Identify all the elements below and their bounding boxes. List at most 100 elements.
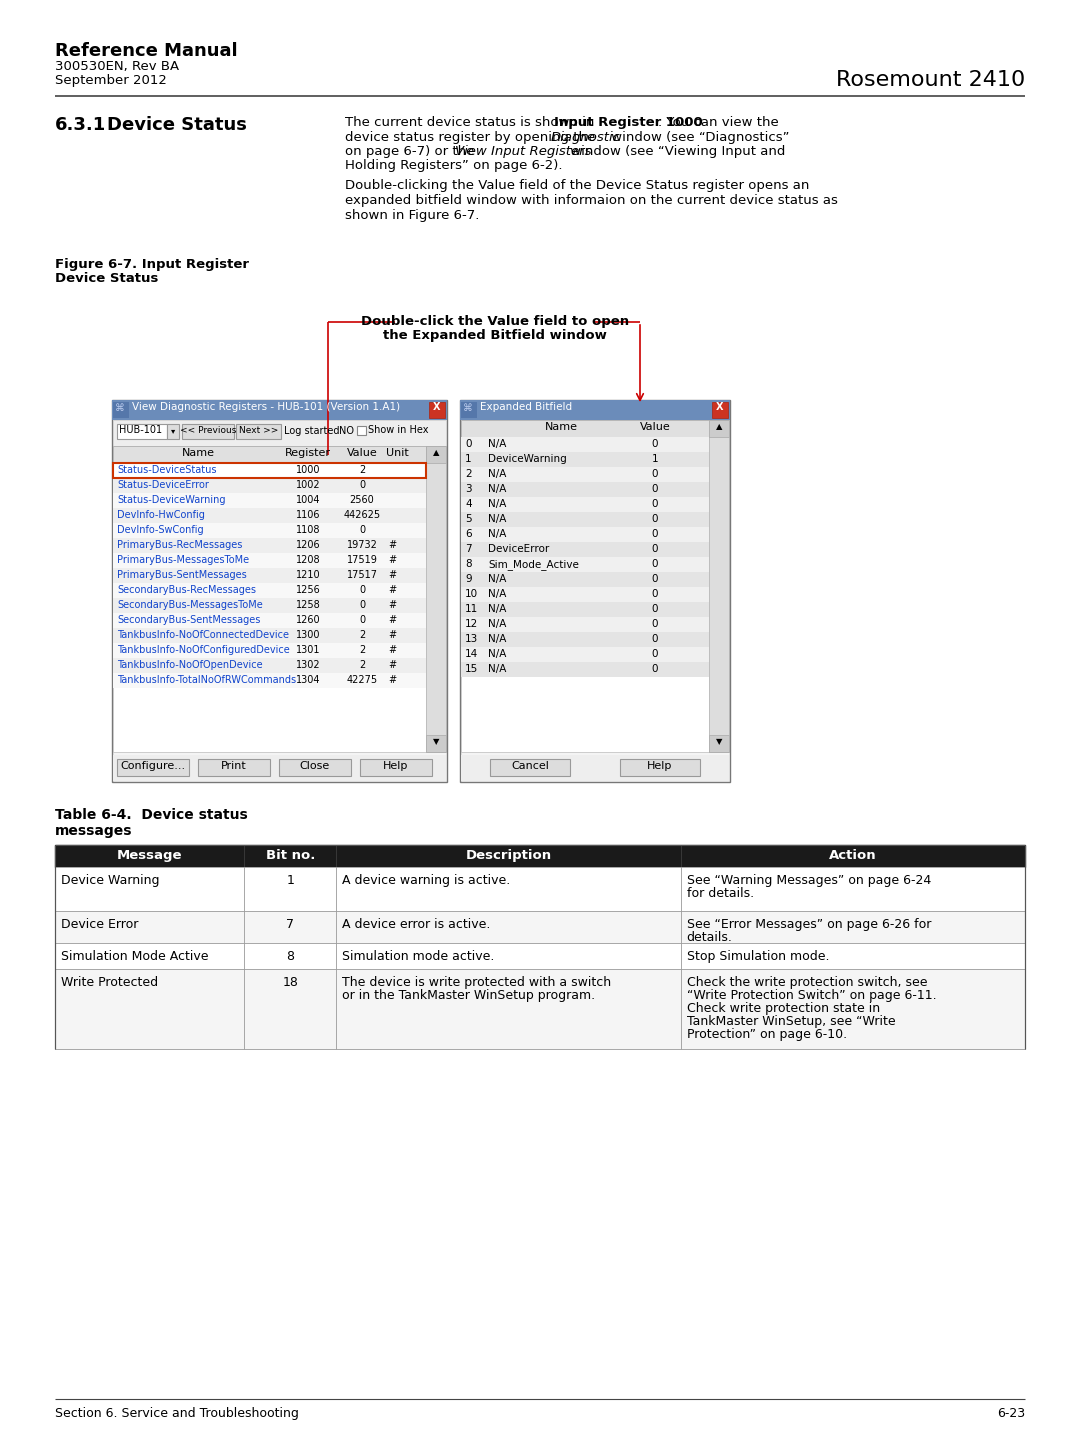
- Text: N/A: N/A: [488, 499, 507, 509]
- Text: N/A: N/A: [488, 650, 507, 660]
- Text: 0: 0: [651, 438, 658, 448]
- Bar: [113, 642, 426, 658]
- Text: 442625: 442625: [343, 510, 380, 520]
- Text: 0: 0: [359, 601, 365, 609]
- Text: 0: 0: [651, 545, 658, 555]
- Text: 0: 0: [359, 585, 365, 595]
- Bar: [461, 632, 708, 647]
- Bar: [117, 759, 189, 776]
- Text: #: #: [388, 675, 396, 685]
- Text: Check write protection state in: Check write protection state in: [687, 1002, 880, 1015]
- Text: Value: Value: [347, 448, 377, 458]
- Text: 300530EN, Rev BA: 300530EN, Rev BA: [55, 60, 179, 73]
- Bar: [490, 759, 570, 776]
- Text: ▲: ▲: [716, 422, 723, 431]
- Bar: [461, 558, 708, 572]
- Text: Double-clicking the Value field of the Device Status register opens an: Double-clicking the Value field of the D…: [345, 180, 809, 193]
- Bar: [112, 399, 447, 420]
- Text: N/A: N/A: [488, 604, 507, 614]
- Text: View Input Registers: View Input Registers: [455, 145, 592, 158]
- Text: 1304: 1304: [296, 675, 321, 685]
- Text: X: X: [433, 402, 441, 412]
- Text: #: #: [388, 570, 396, 581]
- Bar: [113, 583, 426, 598]
- Text: 1000: 1000: [296, 466, 321, 476]
- Text: Table 6-4.  Device status: Table 6-4. Device status: [55, 808, 247, 822]
- Bar: [712, 402, 728, 418]
- Text: DeviceError: DeviceError: [488, 545, 550, 555]
- Text: 14: 14: [465, 650, 478, 660]
- Text: “Write Protection Switch” on page 6-11.: “Write Protection Switch” on page 6-11.: [687, 989, 936, 1002]
- Text: 1300: 1300: [296, 629, 321, 639]
- Text: PrimaryBus-RecMessages: PrimaryBus-RecMessages: [117, 540, 242, 550]
- Bar: [55, 943, 1025, 969]
- Text: 9: 9: [465, 573, 472, 583]
- Text: 0: 0: [651, 573, 658, 583]
- Text: 0: 0: [651, 619, 658, 629]
- Text: N/A: N/A: [488, 664, 507, 674]
- Bar: [167, 424, 179, 438]
- Bar: [113, 598, 426, 614]
- Text: ▾: ▾: [171, 425, 175, 435]
- Text: 0: 0: [651, 604, 658, 614]
- Text: Log started: Log started: [284, 425, 339, 435]
- Text: Name: Name: [181, 448, 215, 458]
- Text: ⌘: ⌘: [114, 402, 125, 412]
- Bar: [113, 493, 426, 509]
- Bar: [620, 759, 700, 776]
- Bar: [461, 586, 708, 602]
- Text: See “Error Messages” on page 6-26 for: See “Error Messages” on page 6-26 for: [687, 918, 931, 931]
- Text: Description: Description: [465, 849, 552, 862]
- Text: HUB-101: HUB-101: [119, 425, 162, 435]
- Text: Write Protected: Write Protected: [60, 976, 158, 989]
- Text: #: #: [388, 540, 396, 550]
- Bar: [461, 616, 708, 632]
- Bar: [55, 911, 1025, 943]
- Text: ⌘: ⌘: [463, 402, 473, 412]
- Text: 1301: 1301: [296, 645, 321, 655]
- Text: 6: 6: [465, 529, 472, 539]
- Text: Protection” on page 6-10.: Protection” on page 6-10.: [687, 1027, 847, 1040]
- Bar: [708, 420, 729, 752]
- Bar: [237, 424, 281, 438]
- Bar: [708, 420, 729, 437]
- Text: 17517: 17517: [347, 570, 378, 581]
- Text: Message: Message: [117, 849, 183, 862]
- Text: See “Warning Messages” on page 6-24: See “Warning Messages” on page 6-24: [687, 874, 931, 887]
- Bar: [183, 424, 234, 438]
- Bar: [461, 542, 708, 558]
- Text: N/A: N/A: [488, 468, 507, 479]
- Bar: [113, 568, 426, 583]
- Text: 6.3.1: 6.3.1: [55, 116, 106, 134]
- Text: Close: Close: [300, 762, 330, 772]
- Text: N/A: N/A: [488, 619, 507, 629]
- Text: The device is write protected with a switch: The device is write protected with a swi…: [342, 976, 611, 989]
- Text: Stop Simulation mode.: Stop Simulation mode.: [687, 950, 829, 963]
- Text: 3: 3: [465, 484, 472, 494]
- Text: 10: 10: [465, 589, 478, 599]
- Text: 2: 2: [359, 645, 365, 655]
- Text: 1002: 1002: [296, 480, 321, 490]
- Text: 1106: 1106: [296, 510, 321, 520]
- Text: 0: 0: [651, 529, 658, 539]
- Text: 17519: 17519: [347, 555, 377, 565]
- Text: SecondaryBus-MessagesToMe: SecondaryBus-MessagesToMe: [117, 601, 262, 609]
- Bar: [198, 759, 270, 776]
- Text: #: #: [388, 555, 396, 565]
- Text: Holding Registers” on page 6-2).: Holding Registers” on page 6-2).: [345, 160, 563, 172]
- Text: View Diagnostic Registers - HUB-101 (Version 1.A1): View Diagnostic Registers - HUB-101 (Ver…: [132, 402, 400, 412]
- Text: #: #: [388, 615, 396, 625]
- Text: September 2012: September 2012: [55, 73, 167, 88]
- Text: TankbusInfo-TotalNoOfRWCommands: TankbusInfo-TotalNoOfRWCommands: [117, 675, 296, 685]
- Text: 1256: 1256: [296, 585, 321, 595]
- Text: X: X: [716, 402, 724, 412]
- Text: 19732: 19732: [347, 540, 377, 550]
- Bar: [113, 479, 426, 493]
- Text: 5: 5: [465, 514, 472, 525]
- Bar: [279, 759, 351, 776]
- Text: 1208: 1208: [296, 555, 321, 565]
- Text: Simulation mode active.: Simulation mode active.: [342, 950, 495, 963]
- Bar: [113, 402, 129, 418]
- Bar: [113, 754, 446, 780]
- Bar: [461, 527, 708, 542]
